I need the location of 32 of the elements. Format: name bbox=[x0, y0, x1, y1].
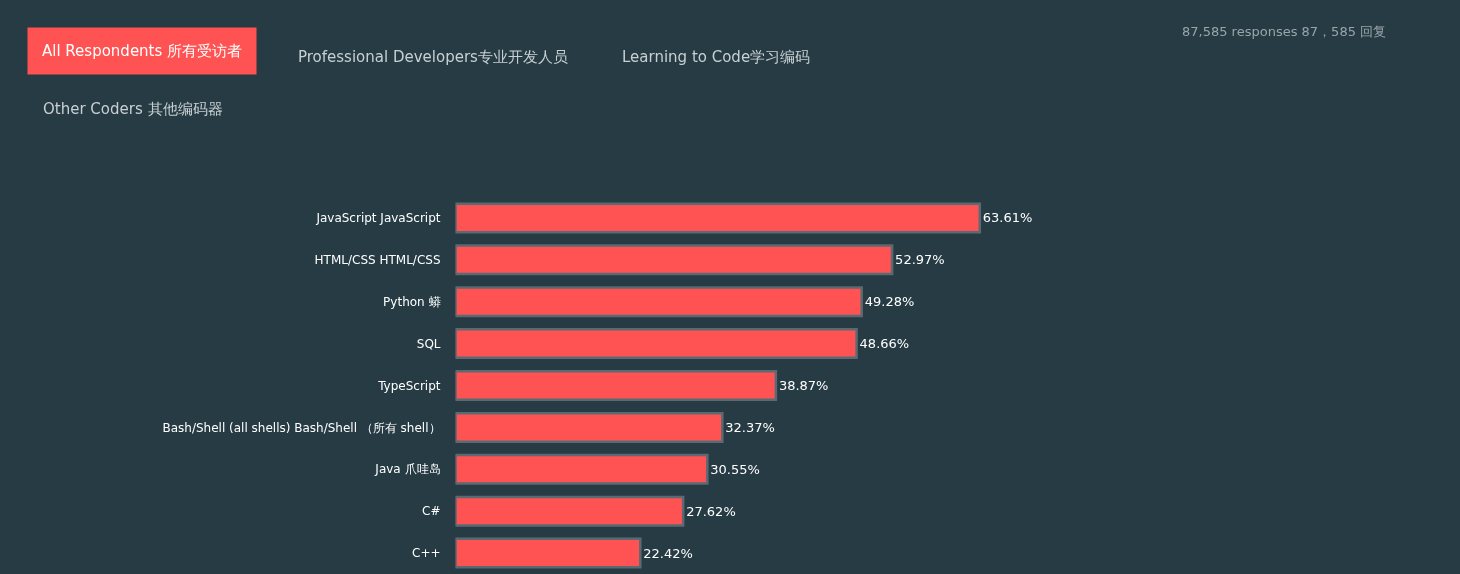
y-tick-label: SQL bbox=[416, 336, 441, 351]
text: All Respondents 所有受访者 bbox=[42, 42, 243, 60]
bar bbox=[455, 495, 685, 527]
y-tick-label: HTML/CSS HTML/CSS bbox=[314, 253, 441, 268]
bar bbox=[455, 370, 778, 401]
data-label: 48.66% bbox=[859, 336, 910, 352]
data-label: 22.42% bbox=[643, 545, 693, 561]
text: Learning to Code学习编码 bbox=[622, 48, 811, 66]
y-tick-label: C# bbox=[422, 504, 441, 519]
text: Professional Developers专业开发人员 bbox=[298, 48, 568, 66]
y-tick-label: TypeScript bbox=[377, 378, 441, 393]
bar bbox=[455, 244, 894, 276]
y-tick-label: Java 爪哇岛 bbox=[374, 462, 441, 477]
y-tick-label: JavaScript JavaScript bbox=[315, 211, 441, 226]
y-tick-label: Bash/Shell (all shells) Bash/Shell （所有 shell） bbox=[162, 420, 441, 435]
text: 87,585 responses 87，585 回复 bbox=[1182, 24, 1387, 39]
bar bbox=[455, 286, 863, 318]
y-tick-label: C++ bbox=[412, 546, 441, 561]
bar bbox=[455, 453, 709, 485]
data-label: 49.28% bbox=[864, 294, 915, 310]
data-label: 27.62% bbox=[686, 503, 736, 519]
bar bbox=[455, 537, 642, 569]
bar bbox=[455, 202, 982, 234]
bar bbox=[455, 328, 858, 360]
data-label: 38.87% bbox=[778, 378, 829, 393]
data-label: 30.55% bbox=[710, 461, 760, 477]
y-tick-label: Python 蟒 bbox=[383, 294, 441, 309]
data-label: 32.37% bbox=[725, 419, 775, 435]
data-label: 52.97% bbox=[895, 252, 945, 268]
bar bbox=[455, 411, 724, 443]
data-label: 63.61% bbox=[982, 210, 1033, 226]
text: Other Coders 其他编码器 bbox=[43, 100, 223, 118]
